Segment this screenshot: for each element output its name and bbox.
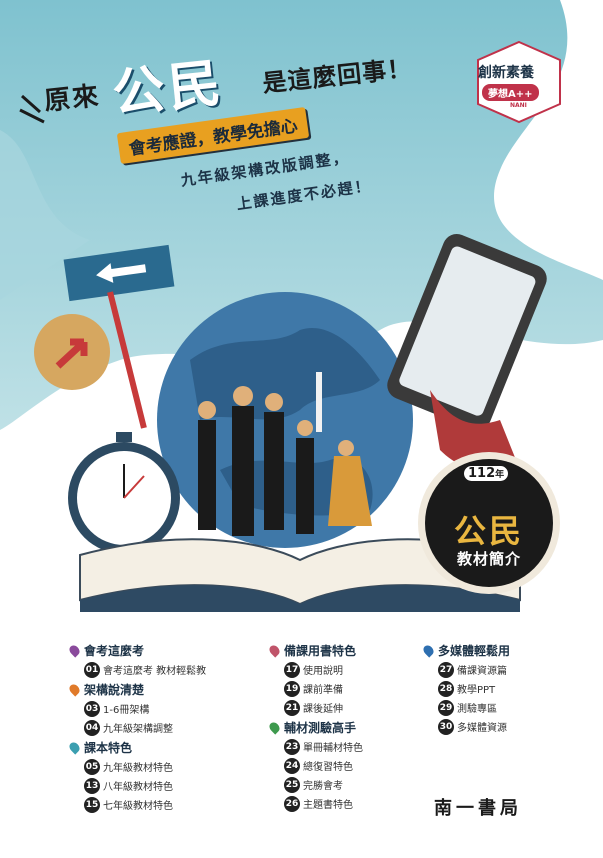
toc-item[interactable]: 13 八年級教材特色 (70, 776, 206, 795)
badge-pill: 夢想A++ (482, 84, 539, 101)
toc-section[interactable]: 備課用書特色 (267, 640, 363, 660)
seal-badge (425, 459, 553, 587)
toc-column-2: 備課用書特色 17 使用說明 19 課前準備 21 課後延伸 輔材測驗高手 23 單冊輔… (267, 640, 363, 813)
toc-column-1: 會考這麼考 01 會考這麼考 教材輕鬆教 架構說清楚 03 1-6冊架構 04 九年級… (67, 640, 206, 814)
toc-item[interactable]: 04 九年級架構調整 (70, 718, 206, 737)
location-pin-icon (67, 642, 82, 658)
toc-item[interactable]: 27 備課資源篇 (424, 660, 510, 679)
seal-subject: 公民 (453, 512, 524, 550)
toc-section[interactable]: 課本特色 (67, 737, 206, 757)
toc-item[interactable]: 15 七年級教材特色 (70, 795, 206, 814)
location-pin-icon (67, 739, 82, 755)
location-pin-icon (267, 719, 282, 735)
toc-item[interactable]: 05 九年級教材特色 (70, 757, 206, 776)
toc-section[interactable]: 架構說清楚 (67, 679, 206, 699)
publisher-name: 南一書局 (434, 798, 522, 819)
brand-badge: 創新素養 夢想A++ NANI (474, 42, 564, 116)
toc-column-3: 多媒體輕鬆用 27 備課資源篇 28 教學PPT 29 測驗專區 30 多媒體資源 (421, 640, 510, 736)
toc-item[interactable]: 03 1-6冊架構 (70, 699, 206, 718)
location-pin-icon (421, 642, 436, 658)
cover-illustration: 原來 公民 是這麼回事！ 會考應證，教學免擔心 九年級架構改版調整， 上課進度不… (0, 0, 603, 612)
toc-item[interactable]: 28 教學PPT (424, 679, 510, 698)
toc-item[interactable]: 26 主題書特色 (270, 794, 363, 813)
badge-title: 創新素養 (478, 65, 534, 81)
toc-item[interactable]: 21 課後延伸 (270, 698, 363, 717)
table-of-contents: 會考這麼考 01 會考這麼考 教材輕鬆教 架構說清楚 03 1-6冊架構 04 九年級… (0, 640, 603, 858)
toc-section[interactable]: 輔材測驗高手 (267, 717, 363, 737)
seal-year: 112年 (464, 466, 509, 481)
seal-text: 112年 公民 教材簡介 (418, 452, 560, 594)
seal-caption: 教材簡介 (456, 550, 521, 568)
headline-subject: 公民 (109, 53, 228, 125)
toc-item[interactable]: 24 總復習特色 (270, 756, 363, 775)
toc-section[interactable]: 會考這麼考 (67, 640, 206, 660)
headline-line3: 上課進度不必趕！ (235, 176, 373, 214)
toc-section[interactable]: 多媒體輕鬆用 (421, 640, 510, 660)
toc-item[interactable]: 25 完勝會考 (270, 775, 363, 794)
headline-prefix: 原來 (42, 81, 102, 117)
cover-artwork (0, 0, 603, 612)
protest-crowd (198, 406, 314, 536)
toc-item[interactable]: 17 使用說明 (270, 660, 363, 679)
headline-suffix: 是這麼回事！ (261, 54, 414, 98)
badge-small: NANI (510, 102, 527, 109)
toc-item[interactable]: 30 多媒體資源 (424, 717, 510, 736)
badge-hexagon (477, 40, 561, 124)
toc-item[interactable]: 19 課前準備 (270, 679, 363, 698)
toc-item[interactable]: 29 測驗專區 (424, 698, 510, 717)
toc-item[interactable]: 01 會考這麼考 教材輕鬆教 (70, 660, 206, 679)
toc-item[interactable]: 23 單冊輔材特色 (270, 737, 363, 756)
location-pin-icon (67, 681, 82, 697)
location-pin-icon (267, 642, 282, 658)
headline: 原來 公民 是這麼回事！ 會考應證，教學免擔心 九年級架構改版調整， 上課進度不… (0, 0, 603, 240)
